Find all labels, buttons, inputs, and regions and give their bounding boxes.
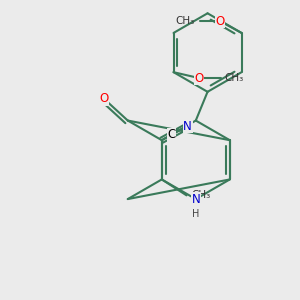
Text: C: C	[167, 128, 175, 141]
Text: CH₃: CH₃	[176, 16, 195, 26]
Text: N: N	[191, 193, 200, 206]
Text: CH₃: CH₃	[192, 190, 211, 200]
Text: O: O	[194, 72, 204, 85]
Text: H: H	[192, 209, 200, 219]
Text: O: O	[215, 15, 225, 28]
Text: CH₃: CH₃	[225, 73, 244, 83]
Text: N: N	[183, 120, 192, 133]
Text: O: O	[100, 92, 109, 106]
